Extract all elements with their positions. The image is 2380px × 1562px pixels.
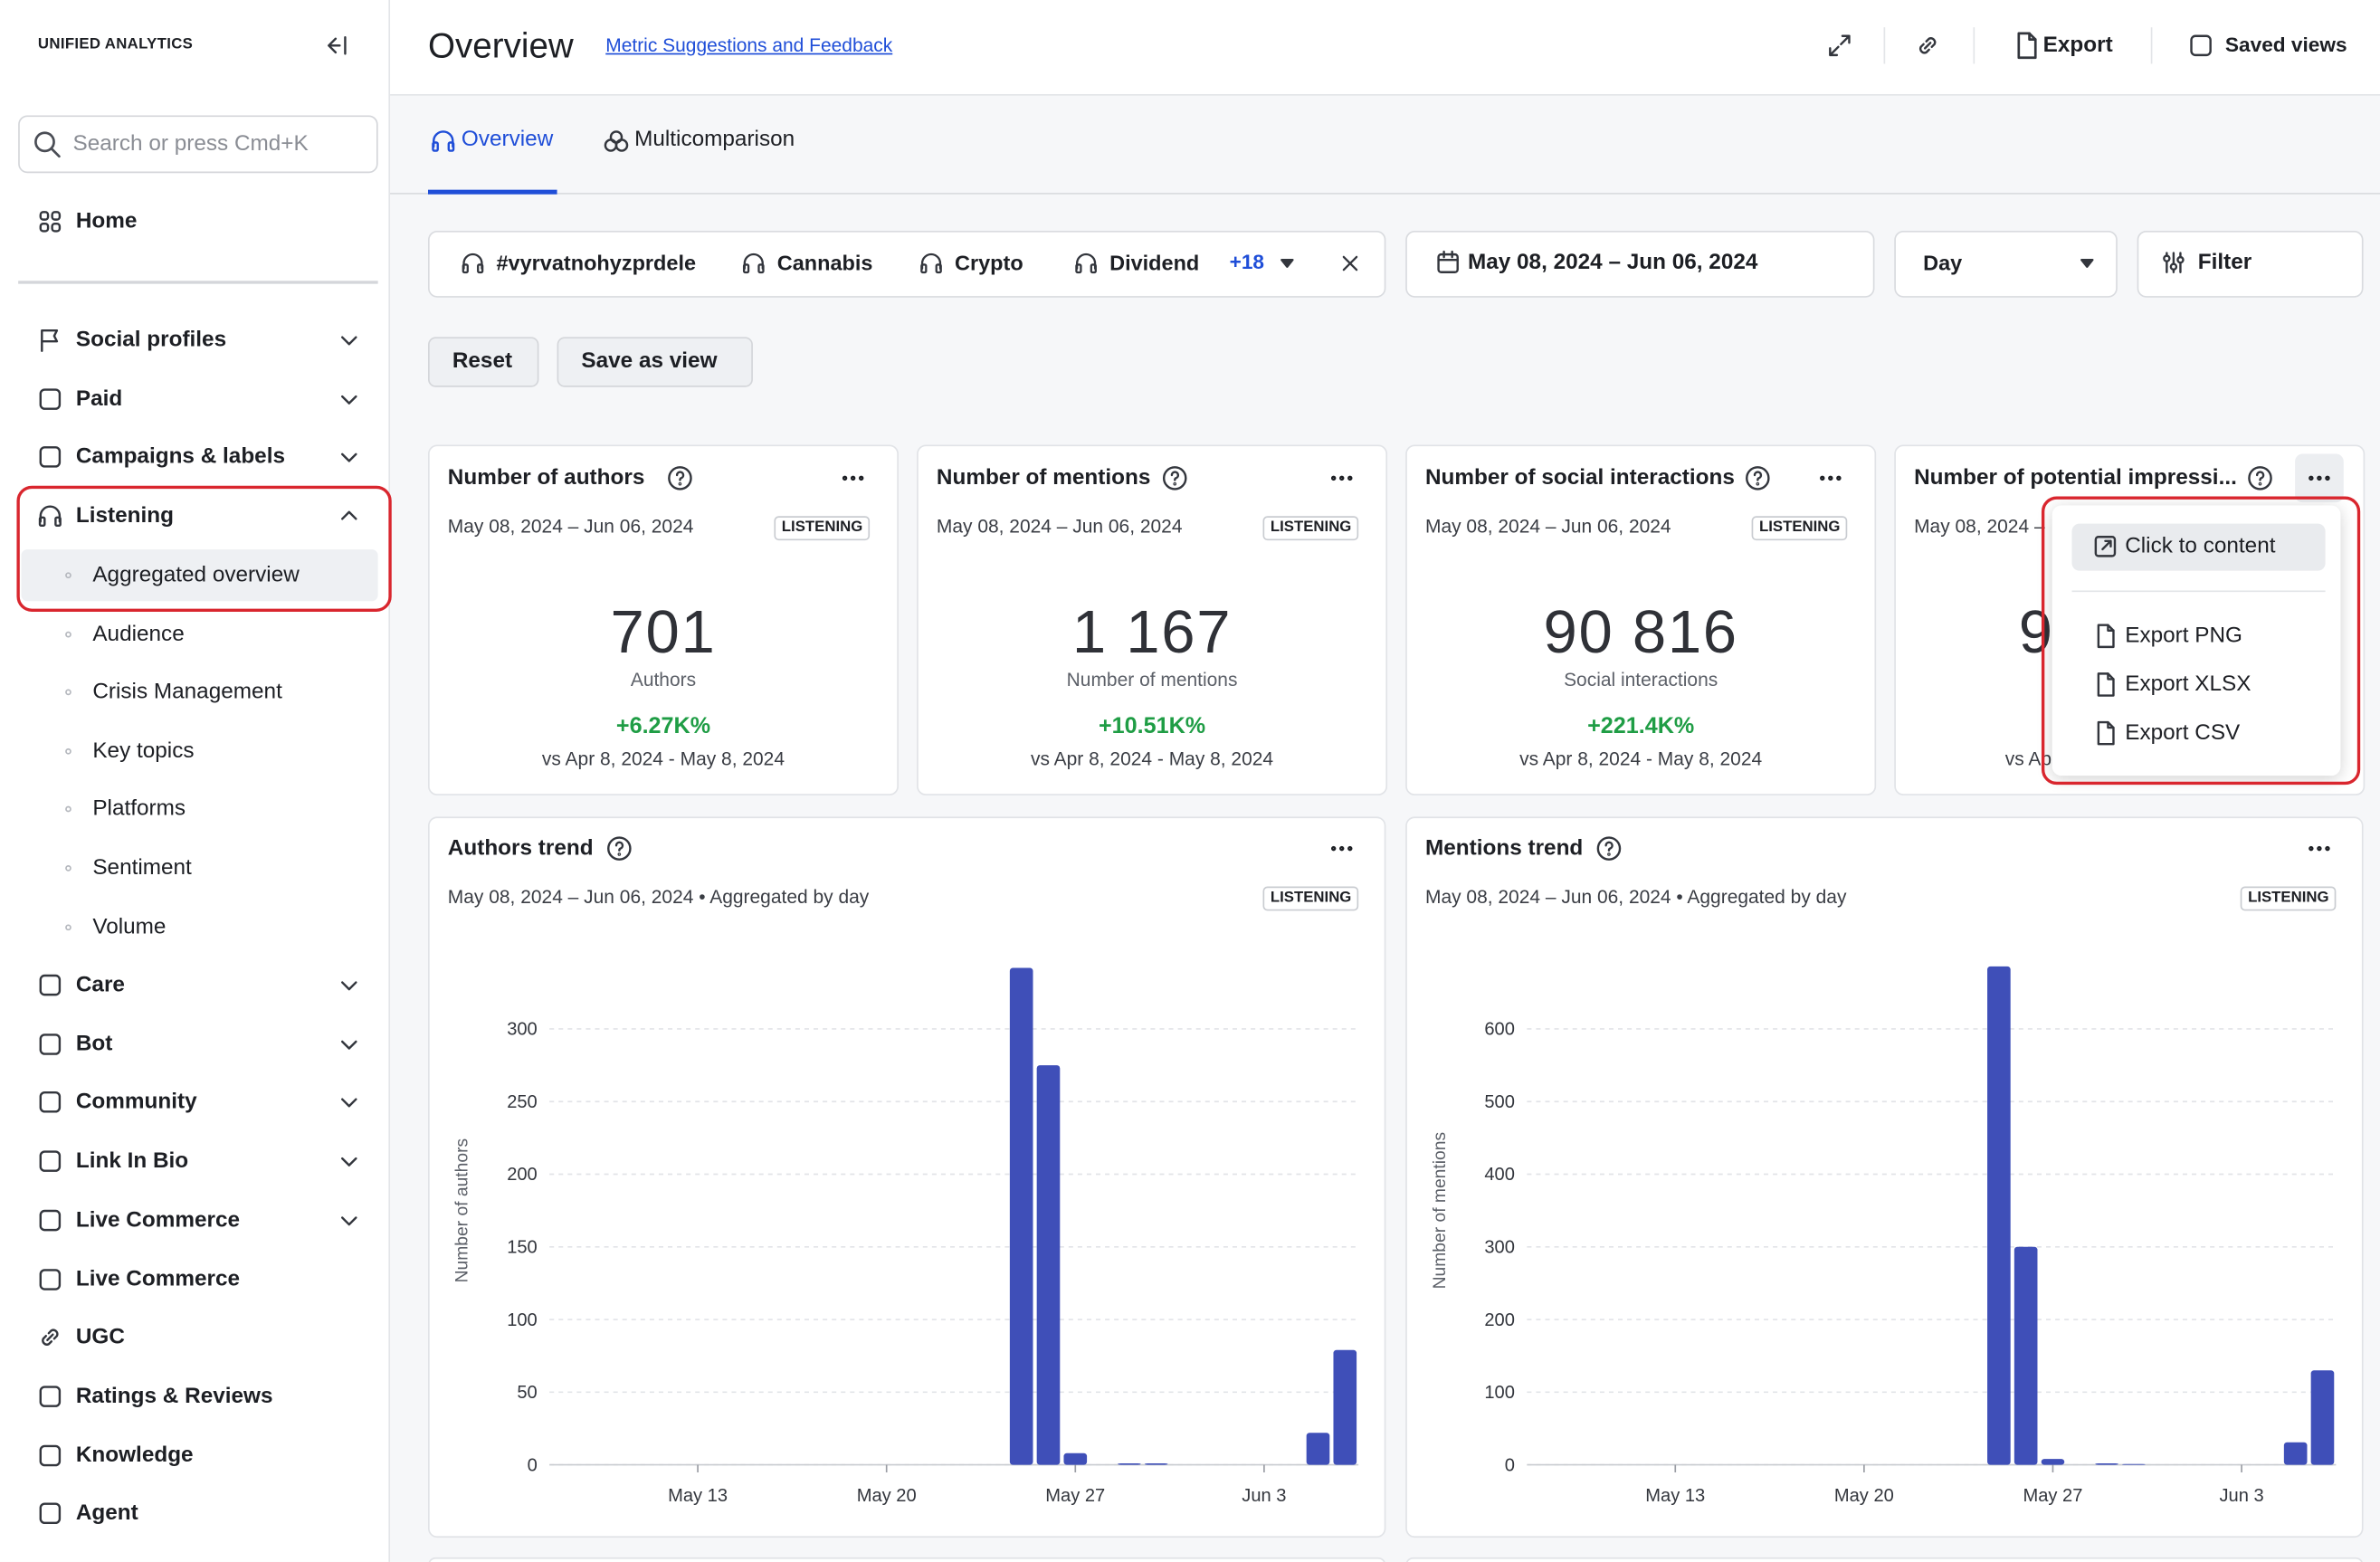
bar <box>2311 1370 2335 1464</box>
y-tick-label: 600 <box>1484 1020 1515 1040</box>
y-tick-label: 200 <box>1484 1310 1515 1330</box>
bar <box>1307 1433 1330 1464</box>
y-axis-label: Number of authors <box>453 1138 472 1283</box>
bar <box>2095 1463 2118 1465</box>
bar <box>2284 1443 2308 1465</box>
y-tick-label: 50 <box>517 1383 537 1403</box>
bar <box>1037 1065 1061 1464</box>
x-tick-label: May 20 <box>1834 1486 1894 1506</box>
bar <box>2014 1247 2038 1465</box>
y-tick-label: 500 <box>1484 1092 1515 1112</box>
bar <box>1333 1350 1357 1465</box>
y-tick-label: 300 <box>507 1020 538 1040</box>
bar <box>1987 967 2011 1465</box>
x-tick-label: Jun 3 <box>2219 1486 2263 1506</box>
card-stub <box>1405 1557 2363 1562</box>
x-tick-label: May 27 <box>1045 1486 1105 1506</box>
y-tick-label: 250 <box>507 1092 538 1112</box>
bar <box>2122 1464 2146 1465</box>
x-tick-label: May 13 <box>668 1486 728 1506</box>
y-tick-label: 100 <box>1484 1383 1515 1403</box>
bar <box>1010 968 1033 1465</box>
y-tick-label: 200 <box>507 1165 538 1185</box>
x-tick-label: May 20 <box>857 1486 917 1506</box>
y-tick-label: 100 <box>507 1310 538 1330</box>
y-tick-label: 300 <box>1484 1237 1515 1257</box>
y-axis-label: Number of mentions <box>1431 1132 1450 1289</box>
bar <box>1145 1463 1168 1465</box>
y-tick-label: 150 <box>507 1237 538 1257</box>
x-tick-label: May 27 <box>2023 1486 2082 1506</box>
y-tick-label: 0 <box>1505 1455 1515 1475</box>
bar <box>1118 1463 1141 1465</box>
x-tick-label: Jun 3 <box>1242 1486 1286 1506</box>
x-tick-label: May 13 <box>1645 1486 1705 1506</box>
y-tick-label: 400 <box>1484 1165 1515 1185</box>
bar <box>2042 1459 2065 1464</box>
bar <box>1063 1453 1087 1465</box>
card-stub <box>428 1557 1385 1562</box>
highlight-box <box>2042 496 2360 785</box>
y-tick-label: 0 <box>528 1455 538 1475</box>
